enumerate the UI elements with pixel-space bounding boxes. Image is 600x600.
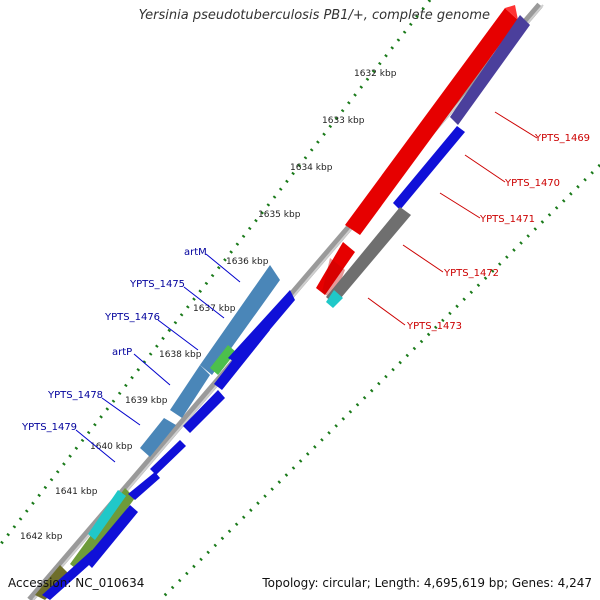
summary-label: Topology: circular; Length: 4,695,619 bp… — [262, 576, 592, 590]
gene-label: YPTS_1473 — [406, 321, 462, 332]
tick-label: 1640 kbp — [90, 442, 133, 452]
tick-label: 1634 kbp — [290, 163, 333, 173]
reverse-gene-labels: artM YPTS_1475 YPTS_1476 artP YPTS_1478 … — [21, 247, 241, 463]
gene-label: YPTS_1478 — [47, 390, 103, 401]
gene-label: artM — [184, 247, 207, 258]
tick-label: 1639 kbp — [125, 396, 168, 406]
gene-label: YPTS_1472 — [443, 268, 499, 279]
gene-label: YPTS_1471 — [479, 214, 535, 225]
tick-label: 1633 kbp — [322, 116, 365, 126]
coordinate-ticks: 1632 kbp 1633 kbp 1634 kbp 1635 kbp 1636… — [20, 69, 397, 542]
tick-label: 1642 kbp — [20, 532, 63, 542]
gene-label: YPTS_1470 — [504, 178, 560, 189]
gene-label: YPTS_1469 — [534, 133, 590, 144]
genome-title: Yersinia pseudotuberculosis PB1/+, compl… — [138, 8, 490, 23]
tick-label: 1632 kbp — [354, 69, 397, 79]
reverse-genes — [35, 265, 295, 600]
gene-label: artP — [112, 347, 132, 358]
forward-gene-labels: YPTS_1469 YPTS_1470 YPTS_1471 YPTS_1472 … — [367, 111, 590, 332]
tick-label: 1638 kbp — [159, 350, 202, 360]
forward-genes — [316, 5, 530, 308]
gene-label: YPTS_1479 — [21, 422, 77, 433]
tick-label: 1641 kbp — [55, 487, 98, 497]
accession-label: Accession: NC_010634 — [8, 576, 145, 590]
tick-label: 1636 kbp — [226, 257, 269, 267]
tick-label: 1635 kbp — [258, 210, 301, 220]
tick-label: 1637 kbp — [193, 304, 236, 314]
gene-label: YPTS_1475 — [129, 279, 185, 290]
gene-label: YPTS_1476 — [104, 312, 160, 323]
